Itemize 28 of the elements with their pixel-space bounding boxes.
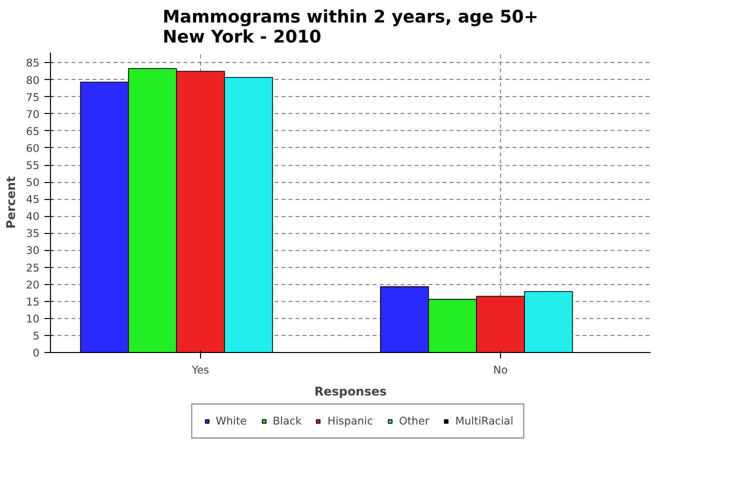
y-tick-label: 60 <box>26 142 40 155</box>
legend-label: White <box>216 414 247 428</box>
legend-label: MultiRacial <box>455 414 514 428</box>
y-tick-label: 45 <box>26 193 40 206</box>
y-tick-label: 30 <box>26 244 40 258</box>
y-tick-label: 25 <box>26 261 40 274</box>
y-tick-label: 20 <box>26 278 40 292</box>
y-tick-label: 10 <box>26 312 40 326</box>
y-tick-label: 65 <box>26 124 40 138</box>
legend-label: Hispanic <box>328 414 373 428</box>
y-tick-label: 5 <box>32 329 40 342</box>
y-tick-label: 35 <box>26 227 40 240</box>
y-tick-label: 80 <box>26 74 40 87</box>
y-axis-title: Percent <box>4 176 18 229</box>
y-tick-label: 15 <box>26 295 40 308</box>
legend-label: Other <box>398 414 430 428</box>
y-tick-label: 0 <box>32 346 40 360</box>
chart-title: Mammograms within 2 years, age 50+ New York - 2010 <box>162 8 538 48</box>
y-tick-label: 55 <box>26 159 40 172</box>
y-tick-label: 70 <box>26 108 40 121</box>
y-tick-label: 40 <box>26 210 40 224</box>
x-tick-label: No <box>493 364 508 376</box>
y-tick-label: 75 <box>26 90 40 104</box>
x-tick-label: Yes <box>190 364 210 376</box>
legend-label: Black <box>272 414 302 428</box>
y-tick-label: 85 <box>26 56 40 70</box>
x-axis-title: Responses <box>314 384 387 398</box>
y-tick-label: 50 <box>26 176 40 190</box>
